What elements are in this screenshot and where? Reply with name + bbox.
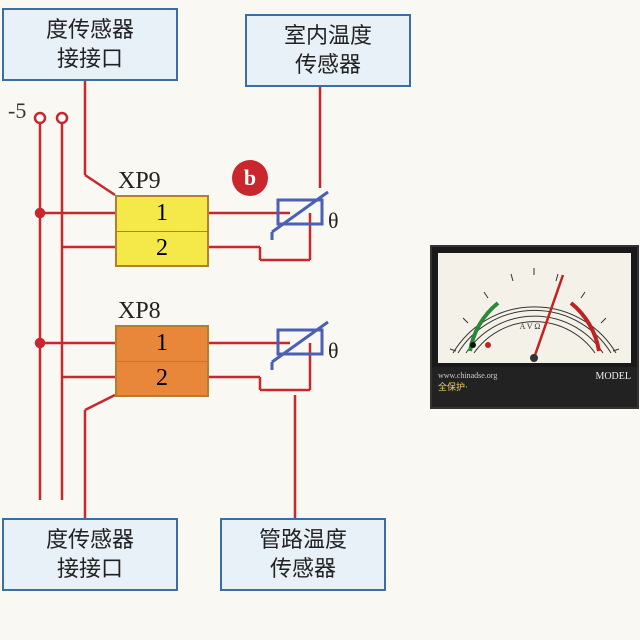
- connector-pin: 1: [117, 197, 207, 232]
- label-sensor-interface-top: 度传感器 接接口: [2, 8, 178, 81]
- label-line: 室内温度: [263, 22, 393, 51]
- analog-multimeter: A V Ω www.chinadse.org MODEL 全保护·: [430, 245, 639, 409]
- meter-model: MODEL: [595, 371, 631, 382]
- connector-pin: 2: [117, 362, 207, 396]
- marker-b: b: [232, 160, 268, 196]
- text-hash5: -5: [8, 98, 26, 124]
- label-line: 接接口: [20, 555, 160, 584]
- connector-xp8: 1 2: [115, 325, 209, 397]
- label-line: 度传感器: [20, 16, 160, 45]
- connector-xp8-label: XP8: [118, 298, 161, 325]
- label-line: 管路温度: [238, 526, 368, 555]
- connector-pin: 1: [117, 327, 207, 362]
- theta-symbol-top: θ: [328, 208, 339, 234]
- label-line: 接接口: [20, 45, 160, 74]
- label-pipe-temp-sensor: 管路温度 传感器: [220, 518, 386, 591]
- connector-xp9: 1 2: [115, 195, 209, 267]
- label-sensor-interface-bottom: 度传感器 接接口: [2, 518, 178, 591]
- label-line: 传感器: [238, 555, 368, 584]
- label-line: 传感器: [263, 51, 393, 80]
- label-room-temp-sensor: 室内温度 传感器: [245, 14, 411, 87]
- meter-dial: A V Ω: [438, 253, 631, 363]
- label-line: 度传感器: [20, 526, 160, 555]
- connector-pin: 2: [117, 232, 207, 266]
- connector-xp9-label: XP9: [118, 168, 161, 195]
- theta-symbol-bottom: θ: [328, 338, 339, 364]
- meter-url: www.chinadse.org: [438, 371, 497, 380]
- svg-text:A V Ω: A V Ω: [520, 322, 541, 331]
- meter-panel: www.chinadse.org MODEL 全保护·: [432, 367, 637, 407]
